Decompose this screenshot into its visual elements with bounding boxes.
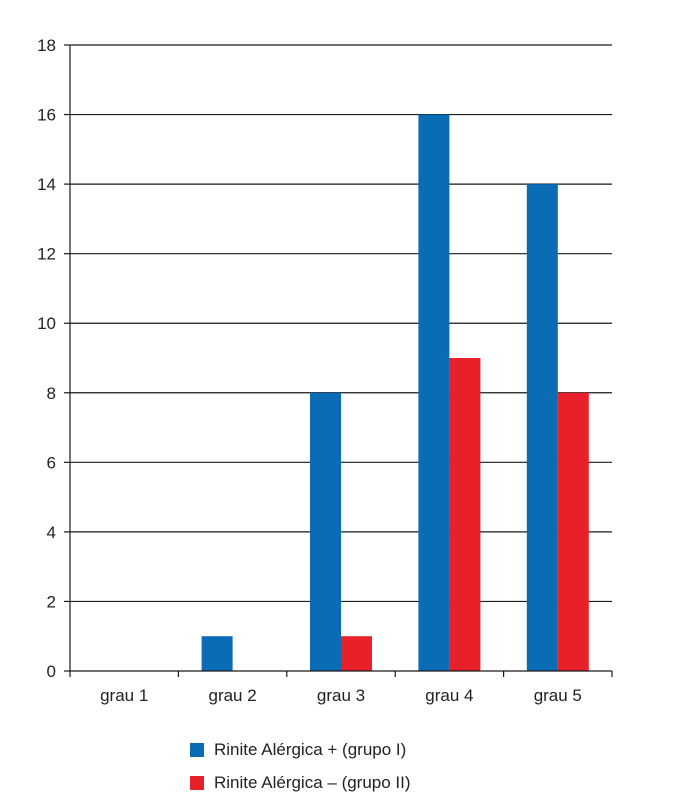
bar-grupo-i-grau-4 (418, 114, 450, 672)
legend-swatch-grupo-ii (190, 775, 204, 790)
y-tick-label: 8 (47, 384, 56, 403)
x-tick-label: grau 4 (425, 686, 473, 705)
y-tick-label: 2 (47, 592, 56, 611)
y-tick-label: 4 (47, 523, 56, 542)
x-tick-label: grau 3 (317, 686, 365, 705)
bar-grupo-ii-grau-5 (557, 392, 589, 671)
bars (201, 114, 589, 672)
x-tick-label: grau 1 (100, 686, 148, 705)
y-axis-ticks: 0 2 4 6 8 10 12 14 16 18 (37, 36, 70, 681)
legend-item-grupo-i: Rinite Alérgica + (grupo I) (190, 733, 411, 766)
y-tick-label: 6 (47, 453, 56, 472)
bar-grupo-i-grau-5 (526, 184, 558, 671)
legend-label-grupo-ii: Rinite Alérgica – (grupo II) (214, 772, 411, 792)
y-tick-label: 12 (37, 245, 56, 264)
y-tick-label: 18 (37, 36, 56, 55)
bar-grupo-ii-grau-3 (341, 636, 372, 671)
x-tick-label: grau 2 (208, 686, 256, 705)
axes (69, 45, 612, 672)
bar-grupo-ii-grau-4 (449, 358, 481, 671)
bar-grupo-i-grau-3 (310, 392, 341, 671)
y-tick-label: 16 (37, 106, 56, 125)
legend-swatch-grupo-i (190, 742, 204, 757)
legend-item-grupo-ii: Rinite Alérgica – (grupo II) (190, 766, 411, 799)
legend-label-grupo-i: Rinite Alérgica + (grupo I) (214, 739, 407, 759)
y-tick-label: 10 (37, 314, 56, 333)
x-tick-label: grau 5 (534, 686, 582, 705)
bar-grupo-i-grau-2 (201, 636, 233, 671)
bar-chart: 0 2 4 6 8 10 12 14 16 18 grau 1 grau 2 grau 3 grau 4… (37, 36, 613, 705)
y-tick-label: 14 (37, 175, 56, 194)
gridlines (70, 44, 612, 603)
y-tick-label: 0 (47, 662, 56, 681)
x-axis-ticks: grau 1 grau 2 grau 3 grau 4 grau 5 (69, 671, 613, 705)
legend: Rinite Alérgica + (grupo I) Rinite Alérg… (190, 733, 411, 799)
